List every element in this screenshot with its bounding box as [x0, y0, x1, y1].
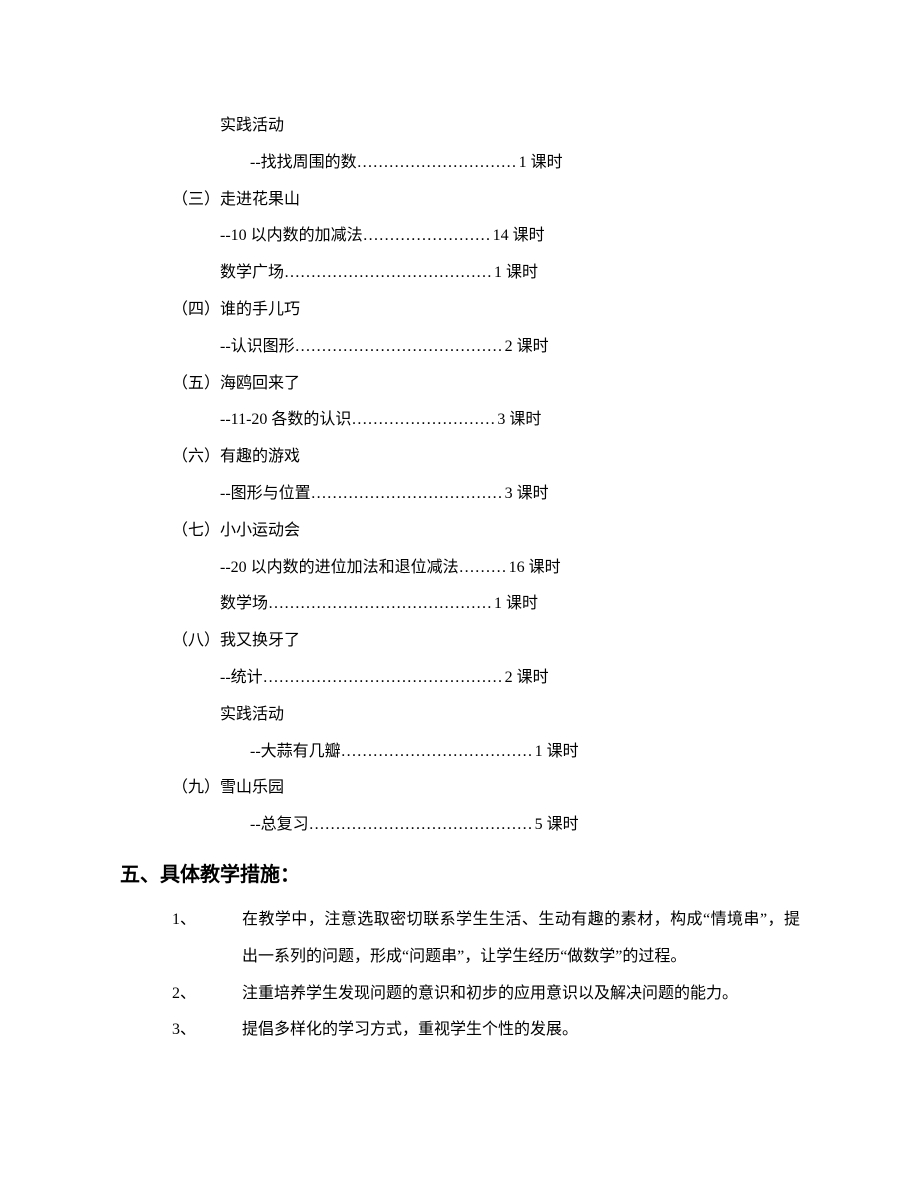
- toc-value: 1 课时: [492, 586, 538, 623]
- toc-value: 3 课时: [495, 402, 541, 439]
- toc-dots: ………: [459, 550, 507, 587]
- toc-value: 16 课时: [507, 550, 561, 587]
- toc-value: 2 课时: [503, 660, 549, 697]
- section-8-title: （八）我又换牙了: [120, 623, 800, 660]
- section-9-title: （九）雪山乐园: [120, 770, 800, 807]
- numbered-list: 1、 在教学中，注意选取密切联系学生生活、生动有趣的素材，构成“情境串”，提出一…: [120, 902, 800, 1049]
- toc-value: 3 课时: [503, 476, 549, 513]
- item-text: 提倡多样化的学习方式，重视学生个性的发展。: [242, 1012, 800, 1049]
- toc-value: 14 课时: [491, 218, 545, 255]
- toc-dots: …………………………………: [295, 329, 503, 366]
- toc-dots: ……………………: [363, 218, 491, 255]
- section-4-title: （四）谁的手儿巧: [120, 292, 800, 329]
- toc-value: 1 课时: [517, 145, 563, 182]
- toc-item-garlic: --大蒜有几瓣 ……………………………… 1 课时: [120, 734, 800, 771]
- document-page: 实践活动 --找找周围的数 ………………………… 1 课时 （三）走进花果山 -…: [0, 0, 920, 1109]
- toc-dots: …………………………………: [284, 255, 492, 292]
- toc-label: --图形与位置: [220, 476, 311, 513]
- toc-label: --找找周围的数: [250, 145, 357, 182]
- toc-item-review: --总复习 …………………………………… 5 课时: [120, 807, 800, 844]
- toc-label: --20 以内数的进位加法和退位减法: [220, 550, 459, 587]
- toc-label: --大蒜有几瓣: [250, 734, 341, 771]
- toc-label: 数学场: [220, 586, 268, 623]
- section-heading-teaching-measures: 五、具体教学措施：: [120, 852, 800, 898]
- list-item: 3、 提倡多样化的学习方式，重视学生个性的发展。: [172, 1012, 800, 1049]
- toc-label: --认识图形: [220, 329, 295, 366]
- toc-item-math-field: 数学场 …………………………………… 1 课时: [120, 586, 800, 623]
- item-text: 在教学中，注意选取密切联系学生生活、生动有趣的素材，构成“情境串”，提出一系列的…: [242, 902, 800, 976]
- toc-dots: ………………………………………: [263, 660, 503, 697]
- toc-dots: …………………………: [357, 145, 517, 182]
- item-number: 3、: [172, 1012, 242, 1049]
- toc-dots: ………………………………: [311, 476, 503, 513]
- toc-dots: ……………………………………: [268, 586, 492, 623]
- toc-label: --11-20 各数的认识: [220, 402, 351, 439]
- toc-item-find-numbers: --找找周围的数 ………………………… 1 课时: [120, 145, 800, 182]
- toc-value: 1 课时: [533, 734, 579, 771]
- toc-dots: ………………………: [351, 402, 495, 439]
- toc-dots: ……………………………………: [309, 807, 533, 844]
- section-7-title: （七）小小运动会: [120, 513, 800, 550]
- item-number: 2、: [172, 976, 242, 1013]
- toc-label: --总复习: [250, 807, 309, 844]
- list-item: 2、 注重培养学生发现问题的意识和初步的应用意识以及解决问题的能力。: [172, 976, 800, 1013]
- practice-activity-label-2: 实践活动: [120, 697, 800, 734]
- toc-item-statistics: --统计 ……………………………………… 2 课时: [120, 660, 800, 697]
- toc-label: --10 以内数的加减法: [220, 218, 363, 255]
- item-text: 注重培养学生发现问题的意识和初步的应用意识以及解决问题的能力。: [242, 976, 800, 1013]
- toc-item-shapes-position: --图形与位置 ……………………………… 3 课时: [120, 476, 800, 513]
- item-number: 1、: [172, 902, 242, 976]
- toc-item-math-square: 数学广场 ………………………………… 1 课时: [120, 255, 800, 292]
- toc-value: 2 课时: [503, 329, 549, 366]
- section-6-title: （六）有趣的游戏: [120, 439, 800, 476]
- toc-item-numbers-11-20: --11-20 各数的认识 ……………………… 3 课时: [120, 402, 800, 439]
- list-item: 1、 在教学中，注意选取密切联系学生生活、生动有趣的素材，构成“情境串”，提出一…: [172, 902, 800, 976]
- practice-activity-label: 实践活动: [120, 108, 800, 145]
- toc-value: 1 课时: [492, 255, 538, 292]
- toc-item-recognize-shapes: --认识图形 ………………………………… 2 课时: [120, 329, 800, 366]
- toc-item-addition-subtraction-10: --10 以内数的加减法 …………………… 14 课时: [120, 218, 800, 255]
- toc-item-addition-subtraction-20: --20 以内数的进位加法和退位减法 ……… 16 课时: [120, 550, 800, 587]
- section-3-title: （三）走进花果山: [120, 182, 800, 219]
- toc-label: --统计: [220, 660, 263, 697]
- toc-value: 5 课时: [533, 807, 579, 844]
- section-5-title: （五）海鸥回来了: [120, 366, 800, 403]
- toc-label: 数学广场: [220, 255, 284, 292]
- toc-dots: ………………………………: [341, 734, 533, 771]
